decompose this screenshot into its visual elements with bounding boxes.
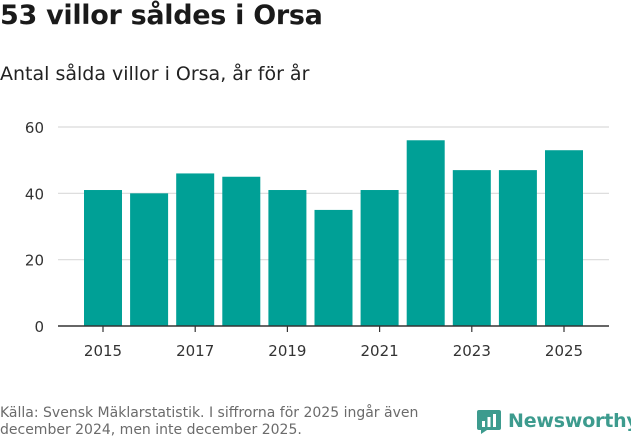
- bar-2024: [498, 170, 537, 326]
- y-axis-ticks: 0 20 40 60: [25, 119, 44, 336]
- chart-title: 53 villor såldes i Orsa: [0, 0, 323, 31]
- bar-2019: [268, 190, 307, 326]
- chart-subtitle: Antal sålda villor i Orsa, år för år: [0, 63, 310, 85]
- newsworthy-logo-icon: [477, 410, 501, 434]
- x-axis-ticks: 2015 2017 2019 2021 2023 2025: [84, 326, 583, 360]
- bar-2015: [84, 190, 122, 326]
- bar-chart: 0 20 40 60 2015 2017 2019 2021 2023 2025: [25, 119, 609, 360]
- x-tick-label-2023: 2023: [453, 342, 491, 360]
- bar-2021: [360, 190, 399, 326]
- bar-2018: [222, 176, 261, 326]
- y-tick-label-20: 20: [25, 252, 44, 270]
- bar-2022: [406, 140, 445, 326]
- bar-2016: [130, 193, 169, 326]
- bar-2017: [176, 173, 215, 326]
- bar-2023: [452, 170, 491, 326]
- x-tick-label-2019: 2019: [268, 342, 306, 360]
- y-tick-label-0: 0: [34, 318, 44, 336]
- x-tick-label-2025: 2025: [545, 342, 583, 360]
- x-tick-label-2015: 2015: [84, 342, 122, 360]
- x-tick-label-2017: 2017: [176, 342, 214, 360]
- brand-logo: Newsworthy: [476, 408, 631, 434]
- x-tick-label-2021: 2021: [361, 342, 399, 360]
- brand-name: Newsworthy: [508, 410, 631, 432]
- y-tick-label-60: 60: [25, 119, 44, 137]
- bars: [84, 140, 583, 326]
- bar-2025: [545, 150, 583, 326]
- source-note: Källa: Svensk Mäklarstatistik. I siffror…: [0, 405, 419, 438]
- y-tick-label-40: 40: [25, 185, 44, 203]
- bar-2020: [314, 209, 353, 326]
